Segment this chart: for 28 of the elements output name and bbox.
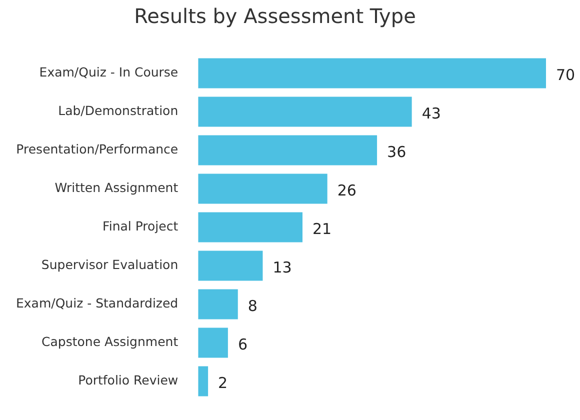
y-tick-label: Written Assignment: [54, 180, 178, 195]
y-tick-label: Lab/Demonstration: [58, 103, 178, 118]
data-label: 6: [238, 336, 248, 354]
bar: [198, 212, 302, 242]
chart-title: Results by Assessment Type: [134, 4, 416, 28]
data-label: 26: [337, 182, 356, 200]
bar: [198, 250, 263, 281]
bar: [198, 58, 546, 88]
data-label: 43: [422, 104, 441, 123]
y-tick-label: Final Project: [102, 218, 178, 234]
bar: [198, 366, 208, 396]
bar: [198, 328, 228, 358]
data-label: 8: [248, 297, 258, 316]
data-label: 36: [387, 143, 406, 162]
y-tick-label: Capstone Assignment: [42, 334, 178, 349]
y-tick-label: Exam/Quiz - In Course: [39, 64, 178, 80]
bar: [198, 135, 378, 166]
bar: [198, 174, 328, 204]
data-label: 70: [556, 66, 576, 84]
bar: [198, 96, 412, 127]
y-tick-label: Supervisor Evaluation: [41, 257, 178, 272]
y-tick-label: Presentation/Performance: [16, 142, 178, 156]
data-label: 2: [218, 374, 228, 392]
y-tick-label: Portfolio Review: [78, 372, 178, 388]
data-label: 21: [312, 220, 332, 238]
bar: [198, 289, 238, 320]
data-label: 13: [272, 258, 292, 277]
y-tick-label: Exam/Quiz - Standardized: [16, 296, 178, 310]
